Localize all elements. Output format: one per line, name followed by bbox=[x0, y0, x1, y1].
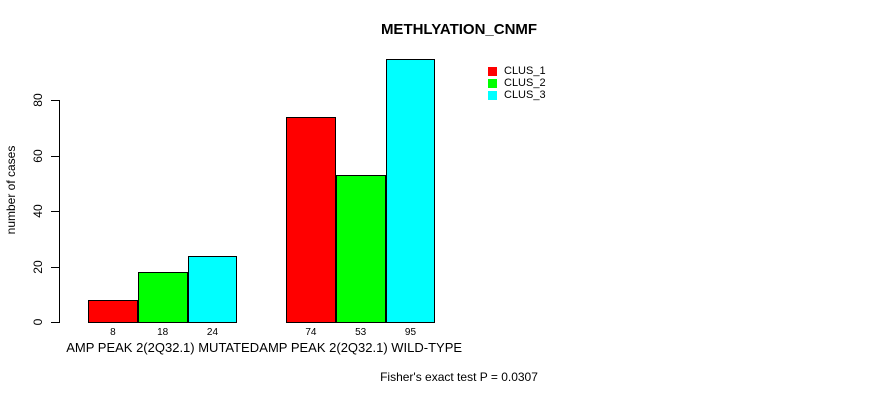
y-axis-line bbox=[59, 100, 60, 323]
bar-clus_1-group1 bbox=[88, 300, 138, 323]
y-axis-tick-label: 80 bbox=[31, 93, 45, 107]
y-axis-tick-label: 0 bbox=[31, 318, 45, 326]
legend-swatch-clus_3 bbox=[488, 90, 497, 100]
x-category-label: AMP PEAK 2(2Q32.1) MUTATED bbox=[66, 340, 260, 355]
y-axis-tick bbox=[51, 267, 59, 268]
legend-item-clus_3: CLUS_3 bbox=[488, 89, 546, 101]
y-axis-tick-label: 60 bbox=[31, 149, 45, 163]
bar-clus_3-group2 bbox=[385, 59, 436, 323]
y-axis-tick bbox=[51, 322, 59, 323]
legend-label-clus_2: CLUS_2 bbox=[504, 77, 546, 89]
legend-swatch-clus_1 bbox=[488, 66, 497, 76]
bar-clus_1-group2 bbox=[286, 117, 336, 323]
bar-value-label: 24 bbox=[206, 327, 219, 338]
annotation-fisher-test: Fisher's exact test P = 0.0307 bbox=[380, 370, 538, 384]
bar-clus_3-group1 bbox=[187, 256, 238, 323]
y-axis-tick bbox=[51, 211, 59, 212]
bar-value-label: 74 bbox=[305, 327, 317, 338]
legend-item-clus_1: CLUS_1 bbox=[488, 65, 546, 77]
legend-label-clus_1: CLUS_1 bbox=[504, 65, 546, 77]
legend-item-clus_2: CLUS_2 bbox=[488, 77, 546, 89]
bar-value-label: 95 bbox=[404, 327, 417, 338]
y-axis-tick bbox=[51, 100, 59, 101]
bar-clus_2-group1 bbox=[137, 272, 188, 323]
y-axis-tick-label: 20 bbox=[31, 260, 45, 274]
bar-clus_2-group2 bbox=[335, 175, 386, 323]
bar-value-label: 53 bbox=[355, 327, 367, 338]
x-category-label: AMP PEAK 2(2Q32.1) WILD-TYPE bbox=[259, 340, 463, 355]
y-axis-tick bbox=[51, 156, 59, 157]
bar-value-label: 8 bbox=[110, 327, 116, 338]
legend-label-clus_3: CLUS_3 bbox=[504, 89, 546, 101]
legend-swatch-clus_2 bbox=[488, 78, 497, 88]
bar-value-label: 18 bbox=[157, 327, 169, 338]
chart-title: METHLYATION_CNMF bbox=[380, 21, 538, 38]
legend: CLUS_1 CLUS_2 CLUS_3 bbox=[488, 65, 546, 101]
y-axis-tick-label: 40 bbox=[31, 204, 45, 218]
